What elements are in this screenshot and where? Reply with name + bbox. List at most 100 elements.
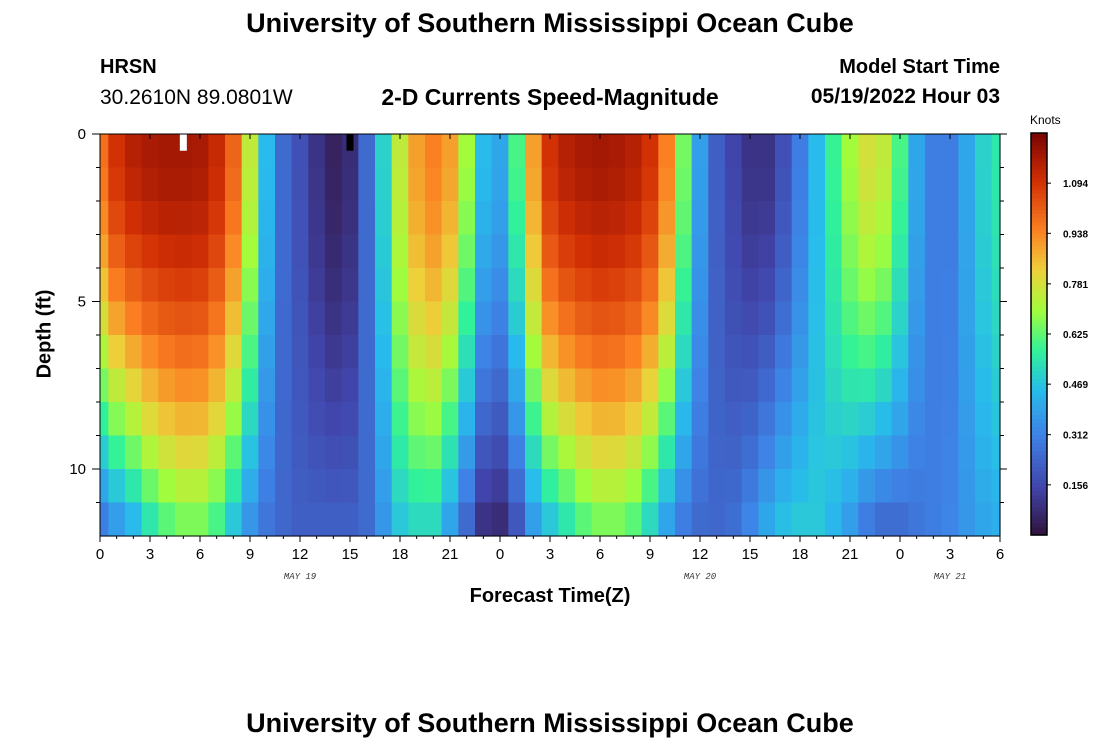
heatmap-cell xyxy=(791,502,809,537)
heatmap-cell xyxy=(108,301,126,336)
heatmap-cell xyxy=(225,469,243,504)
heatmap-cell xyxy=(258,469,276,504)
heatmap-cell xyxy=(708,335,726,370)
heatmap-cell xyxy=(958,201,976,236)
heatmap-cell xyxy=(275,502,293,537)
heatmap-cell xyxy=(591,201,609,236)
heatmap-cell xyxy=(875,134,893,169)
colorbar-segment xyxy=(1031,338,1047,343)
heatmap-cell xyxy=(158,268,176,303)
heatmap-cell xyxy=(775,167,793,202)
heatmap-cell xyxy=(325,502,343,537)
colorbar-label: 0.781 xyxy=(1063,280,1088,291)
colorbar-label: 0.625 xyxy=(1063,330,1088,341)
heatmap-cell xyxy=(491,167,509,202)
colorbar-segment xyxy=(1031,454,1047,460)
heatmap-cell xyxy=(225,268,243,303)
heatmap-cell xyxy=(708,502,726,537)
heatmap-cell xyxy=(125,335,143,370)
colorbar-segment xyxy=(1031,438,1047,444)
x-tick-label: 3 xyxy=(146,546,154,563)
heatmap-cell xyxy=(675,167,693,202)
heatmap-cell xyxy=(891,469,909,504)
colorbar-segment xyxy=(1031,309,1047,315)
heatmap-cell xyxy=(375,201,393,236)
heatmap-cell xyxy=(675,502,693,537)
heatmap-cell xyxy=(108,469,126,504)
colorbar-segment xyxy=(1031,217,1047,223)
colorbar-segment xyxy=(1031,209,1047,214)
heatmap-cell xyxy=(108,368,126,403)
heatmap-cell xyxy=(608,268,626,303)
heatmap-cell xyxy=(275,368,293,403)
colorbar-segment xyxy=(1031,410,1047,415)
heatmap-cell xyxy=(991,234,1001,269)
heatmap-cell xyxy=(975,301,993,336)
date-label: MAY 21 xyxy=(934,572,966,582)
colorbar-segment xyxy=(1031,466,1047,472)
heatmap-cell xyxy=(741,502,759,537)
heatmap-cell xyxy=(525,167,543,202)
heatmap-cell xyxy=(575,301,593,336)
heatmap-cell xyxy=(141,268,159,303)
heatmap-cell xyxy=(741,368,759,403)
heatmap-cell xyxy=(858,201,876,236)
heatmap-cell xyxy=(758,368,776,403)
heatmap-cell xyxy=(791,402,809,437)
heatmap-cell xyxy=(925,469,943,504)
heatmap-cell xyxy=(808,435,826,470)
heatmap-cell xyxy=(158,335,176,370)
heatmap-cell xyxy=(691,201,709,236)
heatmap-cell xyxy=(375,167,393,202)
heatmap-cell xyxy=(208,402,226,437)
heatmap-cell xyxy=(725,201,743,236)
heatmap-cell xyxy=(175,167,193,202)
heatmap-cell xyxy=(358,234,376,269)
heatmap-cell xyxy=(425,402,443,437)
heatmap-cell xyxy=(275,435,293,470)
x-axis-ticks: 0 3 6 9 12 15 18 21 0 3 6 9 12 15 18 21 0 3 6 xyxy=(96,134,1004,563)
heatmap-cell xyxy=(308,435,326,470)
heatmap-cell xyxy=(941,502,959,537)
heatmap-cell xyxy=(758,335,776,370)
heatmap-cell xyxy=(308,335,326,370)
page-title: University of Southern Mississippi Ocean… xyxy=(246,8,854,38)
x-tick-label: 0 xyxy=(496,546,504,563)
heatmap-cell xyxy=(441,335,459,370)
heatmap-cell xyxy=(325,301,343,336)
colorbar-segment xyxy=(1031,382,1047,387)
station-coordinates: 30.2610N 89.0801W xyxy=(100,86,293,109)
heatmap-cell xyxy=(375,134,393,169)
colorbar-segment xyxy=(1031,233,1047,239)
heatmap-cell xyxy=(808,134,826,169)
heatmap-cell xyxy=(691,167,709,202)
model-start-value: 05/19/2022 Hour 03 xyxy=(810,85,1000,108)
heatmap-cell xyxy=(891,301,909,336)
colorbar-segment xyxy=(1031,446,1047,452)
heatmap-cell xyxy=(425,167,443,202)
heatmap-cell xyxy=(141,167,159,202)
heatmap-cell xyxy=(458,402,476,437)
heatmap-cell xyxy=(258,134,276,169)
colorbar-segment xyxy=(1031,141,1047,146)
heatmap-cell xyxy=(875,167,893,202)
heatmap-cell xyxy=(675,268,693,303)
heatmap-cell xyxy=(508,234,526,269)
heatmap-cell xyxy=(375,268,393,303)
heatmap-cell xyxy=(641,435,659,470)
heatmap-cell xyxy=(541,234,559,269)
heatmap-cell xyxy=(425,502,443,537)
colorbar-segment xyxy=(1031,177,1047,182)
heatmap-cell xyxy=(125,134,143,169)
heatmap-cell xyxy=(475,335,493,370)
heatmap-cell xyxy=(958,368,976,403)
colorbar-segment xyxy=(1031,426,1047,432)
heatmap-cell xyxy=(541,335,559,370)
heatmap-cell xyxy=(675,335,693,370)
colorbar-segment xyxy=(1031,394,1047,399)
heatmap-cell xyxy=(908,201,926,236)
colorbar-segment xyxy=(1031,281,1047,287)
heatmap-cell xyxy=(725,301,743,336)
colorbar-segment xyxy=(1031,265,1047,271)
heatmap-cell xyxy=(541,268,559,303)
